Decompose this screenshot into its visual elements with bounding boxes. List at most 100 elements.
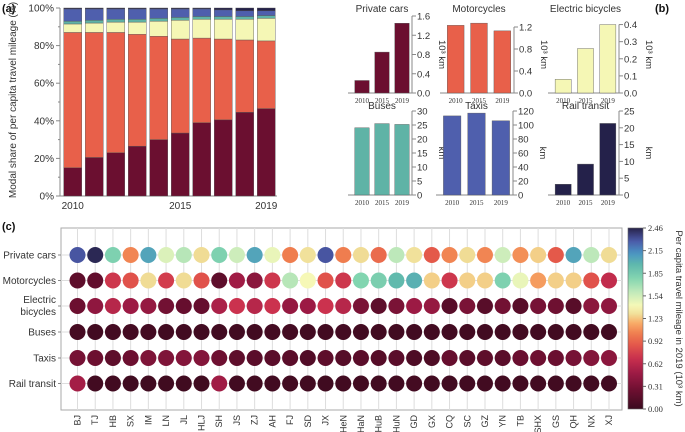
panel-a-bar-private-cars-2012 [106, 152, 125, 197]
panel-b-y-tick-label: 0.3 [624, 37, 637, 48]
panel-b-y-tick-label: 25 [624, 107, 635, 118]
panel-c-dot-taxis-js [228, 350, 245, 366]
panel-c-dot-buses-hb [104, 324, 121, 340]
panel-b-x-tick-label: 2019 [601, 97, 616, 105]
panel-c-dot-rail-transit-js [228, 375, 245, 392]
panel-c-dot-rail-transit-sh [211, 375, 228, 392]
panel-a-bar-buses-2016 [192, 16, 211, 20]
panel-c-dot-private-cars-gs [547, 247, 564, 263]
panel-b-chart-electric-bicycles: Electric bicycles 0.0 0.1 0.2 0.3 0.4 10³ km 20… [548, 4, 654, 105]
panel-b-y-axis-label: 10³ km [436, 40, 447, 69]
panel-a-bar-buses-2014 [149, 18, 168, 22]
panel-b-chart-title: Rail transit [562, 101, 609, 112]
panel-b-y-tick-label: 0.4 [417, 69, 430, 80]
panel-a-bar-private-cars-2018 [235, 112, 254, 197]
panel-c-dot-motorcycles-zj [246, 272, 263, 289]
panel-c-dot-rail-transit-gs [547, 375, 564, 392]
panel-b-y-axis-label: 10³ km [643, 40, 654, 69]
panel-a-bar-electric-bicycles-2010 [63, 23, 82, 33]
panel-b-bar-buses-2010 [354, 127, 370, 196]
panel-b-x-tick-label: 2019 [494, 199, 509, 207]
panel-c-dot-motorcycles-bj [69, 272, 86, 289]
panel-a-bar-electric-bicycles-2016 [192, 19, 211, 39]
panel-c-dot-rail-transit-sc [459, 375, 476, 392]
panel-c-column-label-hub: HuB [374, 415, 384, 432]
panel-c-dot-rail-transit-qh [565, 375, 582, 392]
panel-c-dot-motorcycles-sd [299, 272, 316, 289]
panel-c-dot-electric-bicycles-han [352, 298, 369, 314]
panel-c-dot-buses-im [140, 324, 157, 340]
panel-b-bar-buses-2015 [374, 123, 390, 196]
panel-c-dot-rail-transit-cq [441, 375, 458, 392]
panel-b-y-axis-label: km [643, 147, 654, 160]
panel-b-chart-taxis: Taxis 0 20 40 60 80 100 120 km 2010 2015 2019 [436, 101, 548, 207]
panel-c-row-label-electric-bicycles: Electric [23, 295, 56, 306]
panel-b-y-tick-label: 5 [624, 174, 629, 185]
panel-c-dot-taxis-sc [459, 350, 476, 366]
panel-a-bar-buses-2011 [85, 20, 104, 24]
panel-c-dot-private-cars-gx [423, 247, 440, 263]
panel-c-dot-taxis-cq [441, 350, 458, 366]
panel-c-dot-motorcycles-han [352, 272, 369, 289]
panel-c-column-label-sc: SC [462, 415, 472, 428]
panel-b-bar-motorcycles-2015 [470, 22, 488, 94]
panel-c-dot-private-cars-js [228, 247, 245, 263]
panel-c-dot-private-cars-sh [211, 247, 228, 263]
panel-c-dot-buses-bj [69, 324, 86, 340]
panel-c-dot-electric-bicycles-sd [299, 298, 316, 314]
panel-a-bar-electric-bicycles-2015 [171, 20, 190, 40]
panel-c-dot-taxis-gs [547, 350, 564, 366]
panel-c-dot-rail-transit-ah [264, 375, 281, 392]
panel-c-dot-taxis-gd [406, 350, 423, 366]
panel-c-dot-motorcycles-hun [388, 272, 405, 289]
panel-c-dot-taxis-jl [175, 350, 192, 366]
panel-c-dot-private-cars-hb [104, 247, 121, 263]
panel-c-dot-private-cars-cq [441, 247, 458, 263]
panel-c-dot-buses-hen [335, 324, 352, 340]
panel-a-x-axis: 2010 2015 2019 [62, 201, 278, 212]
panel-c-dot-electric-bicycles-im [140, 298, 157, 314]
panel-c-dot-electric-bicycles-fj [282, 298, 299, 314]
panel-c-row-label-buses: Buses [28, 328, 56, 339]
panel-c-column-label-jx: JX [321, 415, 331, 426]
panel-c-dot-buses-cq [441, 324, 458, 340]
panel-label-b: (b) [655, 3, 669, 15]
panel-c-row-label-taxis: Taxis [33, 354, 56, 365]
panel-c-dot-buses-qh [565, 324, 582, 340]
panel-c-dot-motorcycles-gx [423, 272, 440, 289]
panel-c-column-label-zj: ZJ [250, 415, 260, 425]
panel-c-dot-private-cars-fj [282, 247, 299, 263]
panel-b-y-tick-label: 15 [417, 149, 428, 160]
panel-c-dot-electric-bicycles-hub [370, 298, 387, 314]
panel-c-dot-electric-bicycles-sh [211, 298, 228, 314]
panel-b-bar-taxis-2010 [443, 115, 462, 196]
panel-c-dot-rail-transit-gz [476, 375, 493, 392]
panel-c-column-label-ln: LN [161, 415, 171, 427]
panel-c-dot-buses-tb [512, 324, 529, 340]
panel-a-bar-taxis-2017 [214, 9, 233, 17]
panel-c-column-label-tb: TB [515, 415, 525, 427]
panel-c-dot-motorcycles-fj [282, 272, 299, 289]
colorbar-label: Per capita travel mileage in 2019 (10³ k… [673, 230, 684, 406]
panel-a-bar-taxis-2012 [106, 8, 125, 20]
panel-a-bar-taxis-2011 [85, 8, 104, 21]
panel-c-dot-motorcycles-js [228, 272, 245, 289]
panel-c-dot-electric-bicycles-tj [87, 298, 104, 314]
panel-c-dot-private-cars-gd [406, 247, 423, 263]
panel-c-dot-taxis-tj [87, 350, 104, 366]
panel-c-row-label-electric-bicycles: bicycles [20, 307, 56, 318]
panel-c-dot-electric-bicycles-hlj [193, 298, 210, 314]
panel-a-bar-rail-transit-2012 [106, 7, 125, 10]
panel-c-dot-buses-jx [317, 324, 334, 340]
colorbar-tick-label: 1.54 [648, 291, 664, 301]
panel-c-dot-motorcycles-im [140, 272, 157, 289]
colorbar: 0.00 0.31 0.62 0.92 1.23 1.54 1.85 2.15 2.46 Per … [627, 223, 684, 414]
panel-c-column-label-sx: SX [126, 415, 136, 427]
panel-b-y-tick-label: 0.0 [417, 89, 430, 100]
panel-c-dot-buses-jl [175, 324, 192, 340]
panel-c-row-label-motorcycles: Motorcycles [3, 276, 56, 287]
panel-a-bar-private-cars-2014 [149, 139, 168, 197]
panel-a-bar-electric-bicycles-2018 [235, 19, 254, 41]
